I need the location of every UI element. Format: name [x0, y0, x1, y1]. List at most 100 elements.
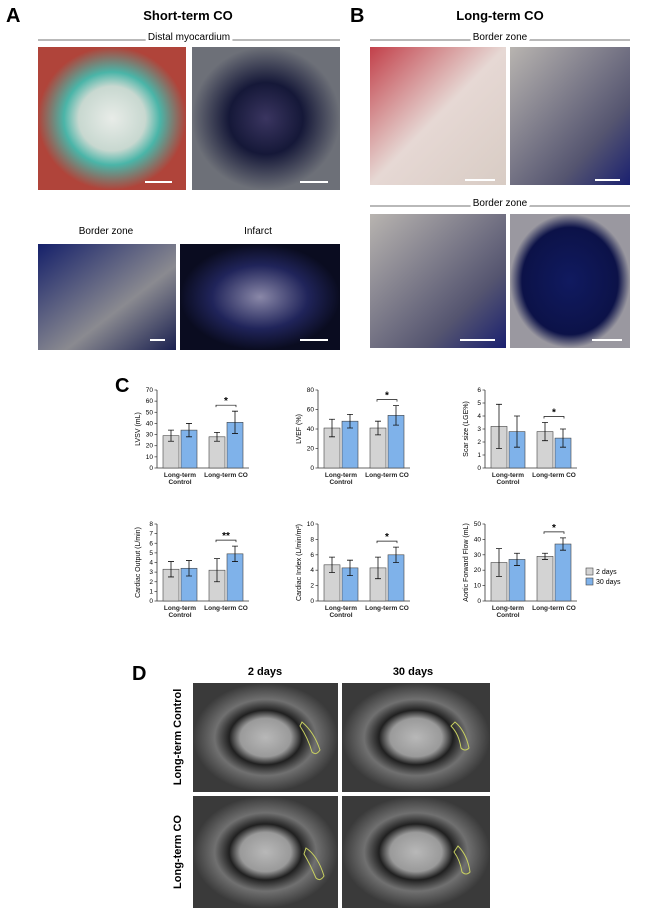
caption: Border zone — [473, 198, 528, 209]
y-tick-label: 40 — [146, 420, 154, 427]
panel-label: B — [350, 5, 364, 27]
y-tick-label: 3 — [477, 426, 481, 433]
error-bar — [542, 422, 548, 442]
y-tick-label: 0 — [477, 465, 481, 472]
y-tick-label: 20 — [146, 443, 154, 450]
y-tick-label: 70 — [146, 387, 154, 394]
x-tick-label: Long-term CO — [532, 605, 576, 612]
error-bar — [393, 546, 399, 563]
row-label: Long-term Control — [172, 689, 184, 786]
y-tick-label: 10 — [307, 521, 315, 528]
y-tick-label: 0 — [149, 598, 153, 605]
mri-image — [193, 796, 338, 908]
x-tick-label: Long-term CO — [532, 472, 576, 479]
y-tick-label: 10 — [146, 454, 154, 461]
fluorescence-image — [180, 244, 340, 350]
y-tick-label: 40 — [307, 426, 315, 433]
column-label: 30 days — [393, 666, 433, 678]
y-tick-label: 0 — [149, 465, 153, 472]
error-bar — [514, 552, 520, 566]
y-tick-label: 20 — [307, 446, 315, 453]
error-bar — [186, 560, 192, 577]
y-tick-label: 2 — [477, 439, 481, 446]
error-bar — [560, 537, 566, 551]
y-tick-label: 3 — [149, 569, 153, 576]
y-tick-label: 1 — [149, 588, 153, 595]
y-tick-label: 6 — [477, 387, 481, 394]
y-tick-label: 20 — [474, 567, 482, 574]
significance-bracket — [376, 399, 398, 402]
y-tick-label: 10 — [474, 583, 482, 590]
error-bar — [329, 418, 335, 438]
error-bar — [168, 429, 174, 442]
significance-label: * — [552, 523, 556, 534]
error-bar — [329, 556, 335, 573]
error-bar — [168, 561, 174, 578]
error-bar — [375, 556, 381, 580]
error-bar — [496, 548, 502, 577]
x-tick-label: Long-term Control — [163, 605, 197, 619]
y-tick-label: 7 — [149, 531, 153, 538]
legend-swatch — [585, 577, 594, 586]
significance-bracket — [215, 539, 237, 543]
error-bar — [560, 428, 566, 448]
y-tick-label: 1 — [477, 452, 481, 459]
caption: Distal myocardium — [148, 32, 230, 43]
y-tick-label: 5 — [149, 550, 153, 557]
error-bar — [214, 558, 220, 583]
y-tick-label: 60 — [307, 407, 315, 414]
legend-label: 30 days — [596, 579, 621, 586]
column-label: 2 days — [248, 666, 282, 678]
y-axis-label: Cardiac Index (L/min/m²) — [296, 524, 303, 601]
y-tick-label: 4 — [149, 560, 153, 567]
error-bar — [232, 545, 238, 562]
error-bar — [214, 431, 220, 442]
y-tick-label: 40 — [474, 536, 482, 543]
x-tick-label: Long-term Control — [491, 472, 525, 486]
significance-bracket — [215, 404, 237, 408]
scale-bars — [145, 181, 328, 341]
row-label: Long-term CO — [172, 815, 184, 889]
error-bar — [393, 405, 399, 426]
y-tick-label: 2 — [149, 579, 153, 586]
y-tick-label: 4 — [310, 567, 314, 574]
fluorescence-image — [370, 214, 506, 348]
y-tick-label: 30 — [474, 552, 482, 559]
caption: Border zone — [79, 226, 134, 237]
panel-label: D — [132, 663, 146, 685]
x-tick-label: Long-term Control — [491, 605, 525, 619]
x-tick-label: Long-term Control — [163, 472, 197, 486]
x-tick-label: Long-term CO — [204, 472, 248, 479]
error-bar — [347, 413, 353, 429]
error-bar — [375, 420, 381, 436]
mri-image — [342, 796, 490, 908]
significance-label: * — [552, 408, 556, 419]
x-tick-label: Long-term CO — [365, 605, 409, 612]
panel-title: Short-term CO — [143, 8, 233, 23]
mri-image — [193, 683, 338, 792]
y-tick-label: 50 — [146, 409, 154, 416]
bar — [536, 556, 554, 602]
panel-label: C — [115, 375, 129, 397]
y-tick-label: 0 — [477, 598, 481, 605]
y-axis-label: Aortic Forward Flow (mL) — [463, 523, 470, 602]
error-bar — [514, 415, 520, 448]
y-tick-label: 8 — [310, 536, 314, 543]
x-tick-label: Long-term CO — [365, 472, 409, 479]
x-tick-label: Long-term Control — [324, 472, 358, 486]
y-tick-label: 30 — [146, 432, 154, 439]
error-bar — [542, 552, 548, 560]
y-tick-label: 6 — [310, 552, 314, 559]
legend-swatch — [585, 567, 594, 576]
y-tick-label: 6 — [149, 540, 153, 547]
y-tick-label: 2 — [310, 583, 314, 590]
error-bar — [186, 423, 192, 438]
y-tick-label: 60 — [146, 398, 154, 405]
fluorescence-image — [510, 47, 630, 185]
legend-label: 2 days — [596, 569, 617, 576]
scale-bars — [460, 179, 622, 341]
fluorescence-image — [38, 244, 176, 350]
caption: Border zone — [473, 32, 528, 43]
roi-outlines — [299, 721, 471, 881]
